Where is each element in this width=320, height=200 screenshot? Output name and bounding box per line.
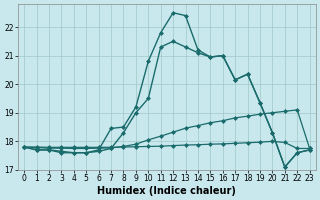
X-axis label: Humidex (Indice chaleur): Humidex (Indice chaleur) — [98, 186, 236, 196]
